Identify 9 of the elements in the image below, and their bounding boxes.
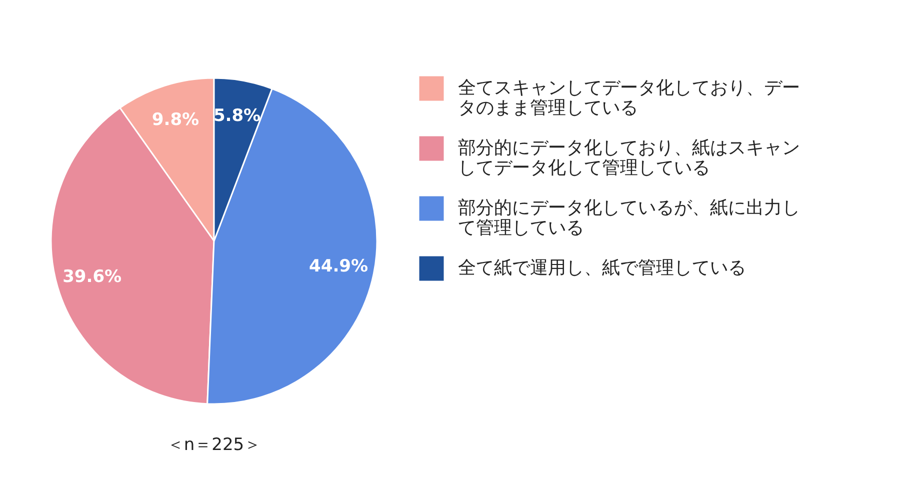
legend-label: 全て紙で運用し、紙で管理している — [458, 258, 746, 278]
data-label: 44.9% — [309, 256, 368, 277]
legend-label: 部分的にデータ化しており、紙はスキャンしてデータ化して管理している — [458, 138, 800, 178]
legend-label: 全てスキャンしてデータ化しており、データのまま管理している — [458, 78, 800, 118]
data-label: 39.6% — [62, 267, 122, 288]
data-label: 9.8% — [152, 110, 200, 130]
text: ＜n＝225＞ — [166, 435, 262, 455]
legend-label: 部分的にデータ化しているが、紙に出力して管理している — [458, 198, 800, 238]
data-label: 5.8% — [213, 106, 261, 126]
